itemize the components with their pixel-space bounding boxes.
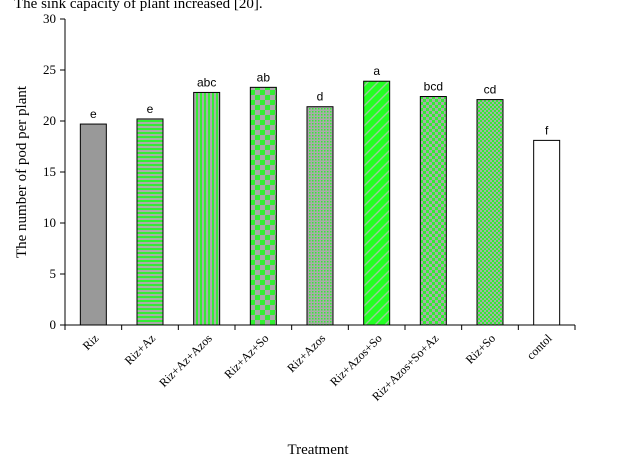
significance-letter: d: [317, 90, 324, 104]
bar-riz-so: [476, 99, 504, 326]
y-axis-title: The number of pod per plant: [14, 85, 30, 258]
y-tick-label: 0: [50, 317, 57, 332]
y-tick-label: 15: [43, 164, 56, 179]
significance-letters: e e abc ab d a bcd cd f: [90, 64, 549, 137]
bar-riz-azos: [306, 106, 334, 326]
bar-riz-azos-so-az: [419, 96, 447, 326]
bar-riz-az: [136, 118, 164, 326]
y-tick-label: 20: [43, 113, 56, 128]
significance-letter: e: [147, 102, 154, 116]
x-tick-label: Riz+Az: [122, 331, 158, 367]
significance-letter: bcd: [424, 80, 443, 94]
y-tick-label: 5: [50, 266, 57, 281]
x-tick-label: Riz+Azos+So: [327, 331, 385, 389]
x-tick-label: Riz+Az+So: [221, 331, 271, 381]
x-tick-label: Riz+Azos: [284, 331, 328, 375]
bar-riz-az-azos: [193, 91, 221, 326]
significance-letter: abc: [197, 75, 216, 89]
y-tick-label: 10: [43, 215, 56, 230]
x-tick-label: contol: [524, 331, 556, 363]
bar-riz: [79, 123, 107, 326]
bar-riz-azos-so: [363, 80, 391, 326]
page-top-text: The sink capacity of plant increased [20…: [14, 0, 263, 12]
y-ticks: 0 5 10 15 20 25 30: [43, 11, 65, 332]
bar-contol: [533, 139, 561, 326]
significance-letter: e: [90, 107, 97, 121]
significance-letter: cd: [484, 83, 497, 97]
x-tick-label: Riz: [80, 331, 102, 353]
significance-letter: f: [545, 123, 549, 137]
y-tick-label: 25: [43, 62, 56, 77]
bars-layer: [79, 80, 561, 326]
x-tick-label: Riz+So: [463, 331, 498, 366]
x-tick-label: Riz+Az+Azos: [156, 331, 215, 390]
bar-riz-az-so: [249, 86, 277, 326]
x-axis-title: Treatment: [287, 442, 349, 458]
y-tick-label: 30: [43, 11, 56, 26]
significance-letter: a: [373, 64, 380, 78]
significance-letter: ab: [257, 70, 271, 84]
